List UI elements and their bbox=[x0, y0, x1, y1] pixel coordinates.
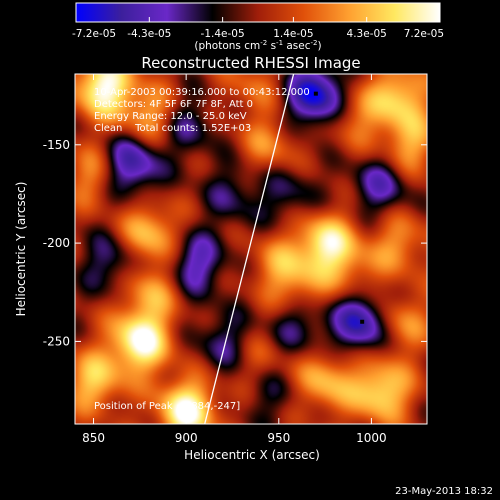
info-line-detectors: Detectors: 4F 5F 6F 7F 8F, Att 0 bbox=[94, 99, 253, 110]
colorbar-tick-label: 4.3e-05 bbox=[347, 28, 387, 40]
marker-dot bbox=[360, 319, 365, 324]
colorbar-unit: (photons cm-2 s-1 asec-2) bbox=[194, 39, 321, 52]
x-axis-label: Heliocentric X (arcsec) bbox=[184, 448, 320, 462]
colorbar-ticks: -7.2e-05 -4.3e-05 -1.4e-05 1.4e-05 4.3e-05 7.… bbox=[72, 17, 444, 40]
colorbar bbox=[75, 2, 441, 23]
peak-position-label: Position of Peak = [884,-247] bbox=[94, 401, 240, 412]
axis-ticks: 850 900 950 1000 -150 -200 -250 bbox=[43, 74, 427, 445]
marker-dot bbox=[313, 91, 318, 96]
colorbar-tick-label: 7.2e-05 bbox=[404, 28, 444, 40]
colorbar-tick-label: -4.3e-05 bbox=[127, 28, 171, 40]
x-tick-label: 950 bbox=[267, 431, 290, 445]
y-tick-label: -200 bbox=[43, 236, 70, 250]
y-axis-label: Heliocentric Y (arcsec) bbox=[14, 182, 28, 317]
colorbar-tick-label: 1.4e-05 bbox=[273, 28, 313, 40]
colorbar-tick-label: -1.4e-05 bbox=[201, 28, 245, 40]
heatmap-image bbox=[75, 74, 427, 424]
info-line-energy: Energy Range: 12.0 - 25.0 keV bbox=[94, 111, 247, 122]
x-tick-label: 850 bbox=[82, 431, 105, 445]
info-block: 10-Apr-2003 00:39:16.000 to 00:43:12.000… bbox=[94, 87, 310, 134]
chart-title: Reconstructed RHESSI Image bbox=[141, 54, 360, 72]
footer-date: 23-May-2013 18:32 bbox=[395, 486, 493, 497]
y-tick-label: -250 bbox=[43, 334, 70, 348]
markers bbox=[313, 91, 365, 324]
info-line-counts: Clean Total counts: 1.52E+03 bbox=[94, 123, 251, 134]
x-tick-label: 900 bbox=[175, 431, 198, 445]
y-tick-label: -150 bbox=[43, 138, 70, 152]
info-line-time: 10-Apr-2003 00:39:16.000 to 00:43:12.000 bbox=[94, 87, 310, 98]
solar-limb-line bbox=[204, 74, 295, 424]
colorbar-tick-label: -7.2e-05 bbox=[72, 28, 116, 40]
x-tick-label: 1000 bbox=[356, 431, 387, 445]
plot-frame bbox=[74, 73, 428, 425]
